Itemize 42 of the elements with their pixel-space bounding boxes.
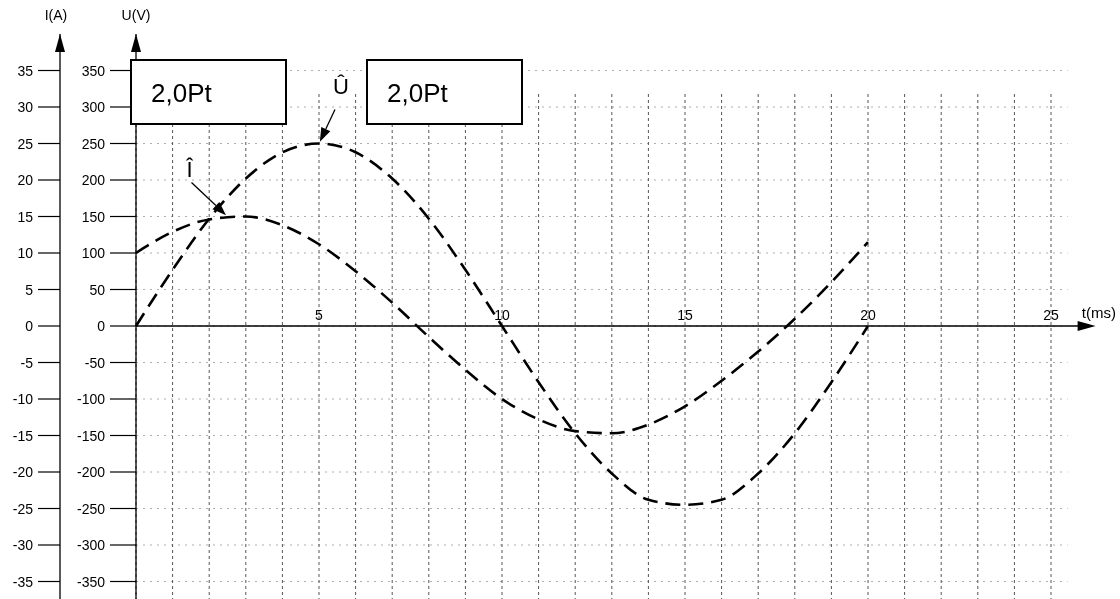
y2-tick-label: -10 <box>12 391 34 407</box>
y2-tick-label: 15 <box>17 208 34 225</box>
y2-tick-label: 35 <box>17 62 34 79</box>
y2-tick-label: 20 <box>17 172 34 188</box>
y-tick-label: -300 <box>76 537 106 553</box>
annotation: 2,0Pt <box>387 78 449 108</box>
y2-tick-label: 25 <box>17 135 34 152</box>
y2-tick-label: 0 <box>25 318 34 334</box>
y-tick-label: -50 <box>84 354 106 371</box>
y2-tick-label: -30 <box>12 537 34 553</box>
y2-tick-label: 5 <box>25 281 34 298</box>
y-tick-label: -150 <box>76 427 106 444</box>
x-tick-label: 20 <box>860 307 876 323</box>
y-tick-label: 150 <box>81 208 106 225</box>
y2-tick-label: 30 <box>17 99 34 115</box>
annotation: 2,0Pt <box>151 78 213 108</box>
y2-tick-label: -15 <box>12 427 34 444</box>
y-tick-label: -250 <box>76 500 106 517</box>
y2-tick-label: -5 <box>20 354 34 371</box>
y-tick-label: 0 <box>97 318 106 334</box>
y-tick-label: 50 <box>89 281 106 298</box>
x-axis-title: t(ms) <box>1081 304 1116 321</box>
x-tick-label: 15 <box>677 307 693 323</box>
y-tick-label: 200 <box>81 172 106 188</box>
x-tick-label: 5 <box>315 307 324 323</box>
x-tick-label: 10 <box>494 307 510 323</box>
y-tick-label: 350 <box>81 62 106 79</box>
y-axis-title: U(V) <box>121 7 151 23</box>
y-tick-label: -200 <box>76 464 106 480</box>
y-tick-label: -100 <box>76 391 106 407</box>
y-tick-label: -350 <box>76 573 106 590</box>
y-tick-label: 100 <box>81 245 106 261</box>
y2-tick-label: -35 <box>12 573 34 590</box>
annotation: Î <box>185 156 194 182</box>
y2-axis-title: I(A) <box>44 7 68 23</box>
y-tick-label: 300 <box>81 99 106 115</box>
y-tick-label: 250 <box>81 135 106 152</box>
x-tick-label: 25 <box>1043 307 1059 323</box>
y2-tick-label: -20 <box>12 464 34 480</box>
y2-tick-label: 10 <box>17 245 34 261</box>
y2-tick-label: -25 <box>12 500 34 517</box>
annotation: Û <box>333 73 349 99</box>
